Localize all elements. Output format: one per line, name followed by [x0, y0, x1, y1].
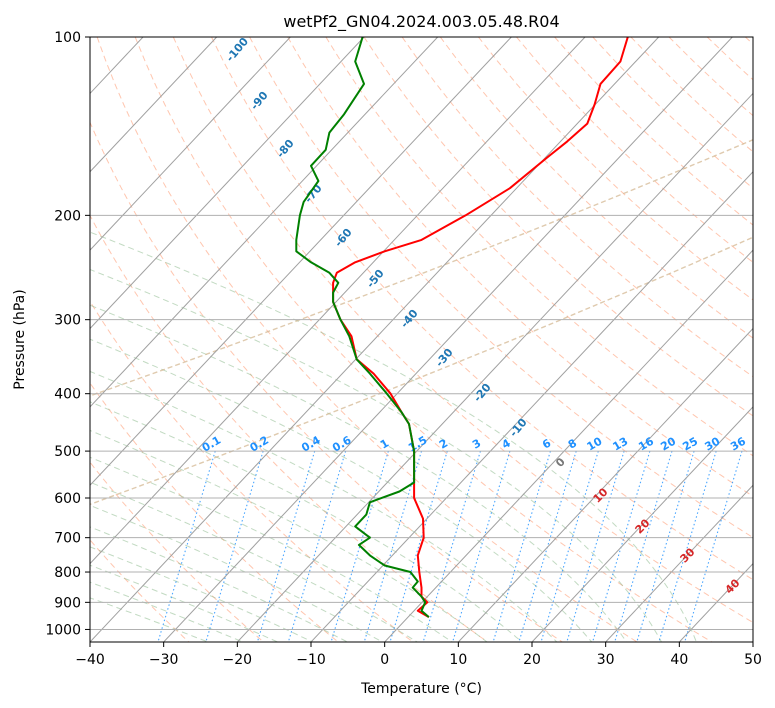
x-tick-label: 0 [380, 652, 389, 668]
dry-adiabat-line [401, 37, 753, 378]
y-tick-label: 900 [54, 595, 81, 611]
mixing-ratio-line [256, 450, 316, 642]
x-tick-label: 30 [597, 652, 615, 668]
dry-adiabat-line [172, 37, 753, 624]
y-tick-label: 600 [54, 491, 81, 507]
x-tick-label: −30 [149, 652, 179, 668]
isotherm-line [605, 484, 753, 642]
mixing-ratio-line [452, 450, 511, 642]
mixing-ratio-line [684, 450, 743, 642]
mixing-ratio-line [389, 450, 448, 642]
isotherm-line [310, 171, 753, 642]
dry-adiabat-line [90, 539, 190, 642]
y-axis-ticks: 100 200 300 400 500 600 700 800 900 1000 [45, 30, 90, 638]
dry-adiabat-line [90, 121, 563, 642]
isotherm-line [457, 327, 753, 642]
dewpoint-profile-line [295, 37, 430, 618]
moist-adiabat-line [90, 526, 348, 642]
moist-adiabat-line [90, 581, 243, 642]
dry-adiabat-line [90, 461, 264, 642]
isotherm-line [90, 37, 586, 565]
mixing-ratio-line [592, 450, 651, 642]
x-tick-label: −40 [75, 652, 105, 668]
mixing-ratio-line [658, 450, 717, 642]
isotherm-line [236, 92, 753, 642]
isotherm-line [163, 37, 733, 642]
isotherm-line [90, 37, 512, 486]
chart-title: wetPf2_GN04.2024.003.05.48.R04 [283, 12, 559, 32]
mixing-ratio-line [492, 450, 551, 642]
dry-adiabat-line [90, 382, 339, 642]
dry-adiabat-line [90, 214, 488, 642]
sounding-profiles [295, 37, 629, 618]
temperature-profile-line [332, 37, 629, 618]
mixing-ratio-line [287, 450, 347, 642]
moist-adiabat-line [90, 370, 558, 642]
x-tick-label: 20 [523, 652, 541, 668]
y-tick-label: 400 [54, 387, 81, 403]
isotherm-line [384, 249, 753, 642]
isotherm-line [531, 406, 753, 642]
mixing-ratio-line [422, 450, 481, 642]
isotherm-line [90, 37, 439, 408]
moist-adiabat-line [90, 401, 523, 642]
x-tick-label: 40 [670, 652, 688, 668]
x-tick-label: −10 [296, 652, 326, 668]
x-tick-label: 50 [744, 652, 762, 668]
y-tick-label: 300 [54, 313, 81, 329]
isotherm-line [90, 37, 660, 642]
y-tick-label: 200 [54, 208, 81, 224]
y-tick-label: 1000 [45, 622, 81, 638]
moist-adiabat-line [90, 268, 662, 642]
y-tick-label: 500 [54, 444, 81, 460]
dry-adiabat-line [363, 37, 753, 417]
grid-lines [90, 37, 753, 642]
dry-adiabat-line [96, 37, 638, 642]
thermo-background-lines [90, 37, 753, 642]
dry-adiabat-line [249, 37, 753, 539]
dry-adiabat-line [478, 37, 753, 301]
dry-adiabat-line [134, 37, 712, 642]
dry-adiabat-line [287, 37, 753, 497]
isotherm-line [90, 37, 218, 173]
moist-adiabat-line [90, 456, 453, 642]
mixing-ratio-line [518, 450, 577, 642]
moist-adiabat-line [90, 338, 593, 642]
mixing-ratio-line [636, 450, 695, 642]
dry-adiabat-line [439, 37, 753, 339]
moist-adiabat-line [90, 481, 418, 642]
x-axis-label: Temperature (°C) [360, 681, 482, 697]
isotherm-line [90, 37, 291, 251]
isotherm-line [90, 37, 365, 330]
y-axis-label: Pressure (hPa) [12, 289, 28, 389]
x-tick-label: 10 [449, 652, 467, 668]
mixing-ratio-line [566, 450, 625, 642]
y-tick-label: 800 [54, 565, 81, 581]
y-tick-label: 100 [54, 30, 81, 46]
y-tick-label: 700 [54, 531, 81, 547]
x-axis-ticks: −40 −30 −20 −10 0 10 20 30 40 50 [75, 642, 762, 668]
reference-curve-line [90, 236, 753, 506]
moist-adiabat-line [90, 429, 488, 642]
mixing-ratio-line [205, 450, 264, 642]
moist-adiabat-line [90, 231, 697, 642]
mixing-ratio-line [614, 450, 673, 642]
moist-adiabat-line [90, 546, 313, 642]
x-tick-label: −20 [223, 652, 253, 668]
mixing-ratio-line [540, 450, 599, 642]
mixing-ratio-line [157, 450, 216, 642]
plot-frame [89, 36, 754, 643]
mixing-ratio-line [330, 450, 389, 642]
reference-curve-line [90, 139, 753, 397]
